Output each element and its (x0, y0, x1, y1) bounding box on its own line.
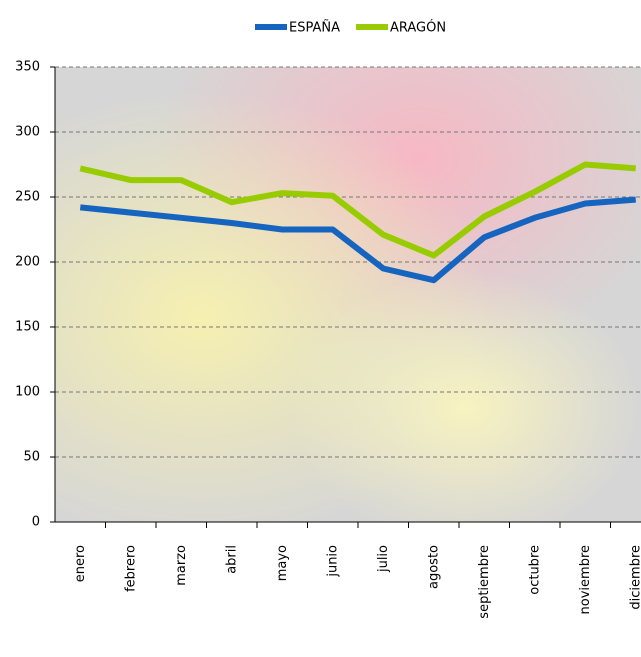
plot-background (55, 67, 641, 522)
y-tick-label: 50 (23, 450, 40, 465)
x-tick-label: junio (325, 545, 340, 578)
legend-label: ARAGÓN (390, 20, 446, 36)
x-tick-label: abril (224, 545, 239, 574)
y-tick-label: 350 (15, 60, 40, 75)
series-line (79, 196, 636, 284)
x-tick-label: septiembre (477, 545, 492, 619)
x-tick-label: enero (73, 545, 88, 582)
series-line (79, 161, 636, 259)
y-tick-label: 250 (15, 190, 40, 205)
x-tick-label: marzo (174, 545, 189, 586)
x-tick-label: noviembre (578, 545, 593, 614)
y-tick-label: 150 (15, 320, 40, 335)
legend-label: ESPAÑA (289, 20, 340, 36)
y-tick-label: 0 (32, 515, 40, 530)
y-tick-label: 300 (15, 125, 40, 140)
x-tick-label: febrero (123, 545, 138, 592)
chart-layer: 0 50 100 150 200 250 300 350 enero febrero marzo ab… (15, 20, 641, 619)
y-tick-label: 200 (15, 255, 40, 270)
x-tick-label: mayo (275, 545, 290, 581)
x-tick-label: diciembre (628, 545, 641, 610)
x-tick-label: julio (376, 545, 391, 573)
x-tick-label: agosto (426, 545, 441, 589)
y-tick-label: 100 (15, 385, 40, 400)
x-tick-label: octubre (527, 545, 542, 595)
